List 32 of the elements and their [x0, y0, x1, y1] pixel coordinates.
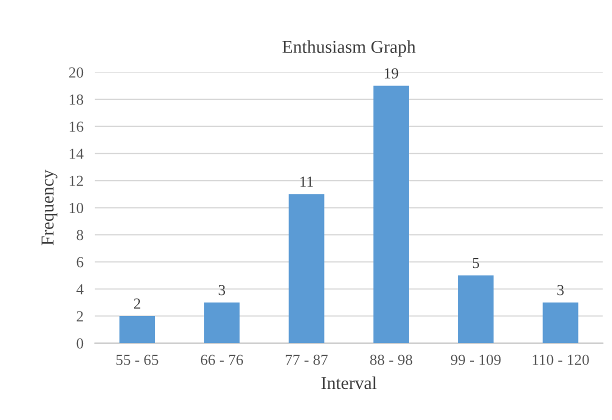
- bar: [373, 86, 409, 344]
- bar: [458, 275, 494, 344]
- y-tick-label: 6: [76, 257, 84, 268]
- data-label: 3: [218, 284, 226, 296]
- data-label: 5: [472, 258, 480, 268]
- data-label: 19: [384, 68, 398, 79]
- bar: [119, 316, 155, 344]
- y-tick-label: 20: [69, 67, 84, 78]
- data-label: 11: [300, 176, 313, 187]
- chart-title: Enthusiasm Graph: [282, 40, 416, 57]
- bar: [542, 302, 578, 344]
- x-tick-label: 110 - 120: [532, 354, 589, 366]
- y-tick-label: 12: [70, 176, 83, 186]
- y-tick-label: 18: [70, 94, 84, 105]
- data-label: 2: [134, 298, 140, 309]
- y-axis-title: Frequency: [42, 170, 58, 246]
- x-tick-label: 77 - 87: [286, 354, 328, 366]
- bar: [204, 302, 240, 344]
- y-tick-label: 4: [76, 284, 84, 294]
- x-tick-label: 99 - 109: [450, 354, 501, 366]
- data-label: 3: [557, 284, 564, 296]
- bar: [288, 194, 324, 344]
- y-tick-label: 8: [76, 230, 84, 240]
- x-tick-label: 55 - 65: [116, 354, 158, 366]
- y-tick-label: 0: [76, 338, 84, 349]
- x-tick-label: 88 - 98: [370, 354, 412, 366]
- y-tick-label: 10: [70, 202, 84, 214]
- y-tick-label: 2: [76, 311, 83, 322]
- y-tick-label: 14: [70, 148, 84, 159]
- x-axis-title: Interval: [321, 376, 377, 390]
- x-tick-label: 66 - 76: [200, 354, 244, 366]
- y-tick-label: 16: [70, 122, 84, 132]
